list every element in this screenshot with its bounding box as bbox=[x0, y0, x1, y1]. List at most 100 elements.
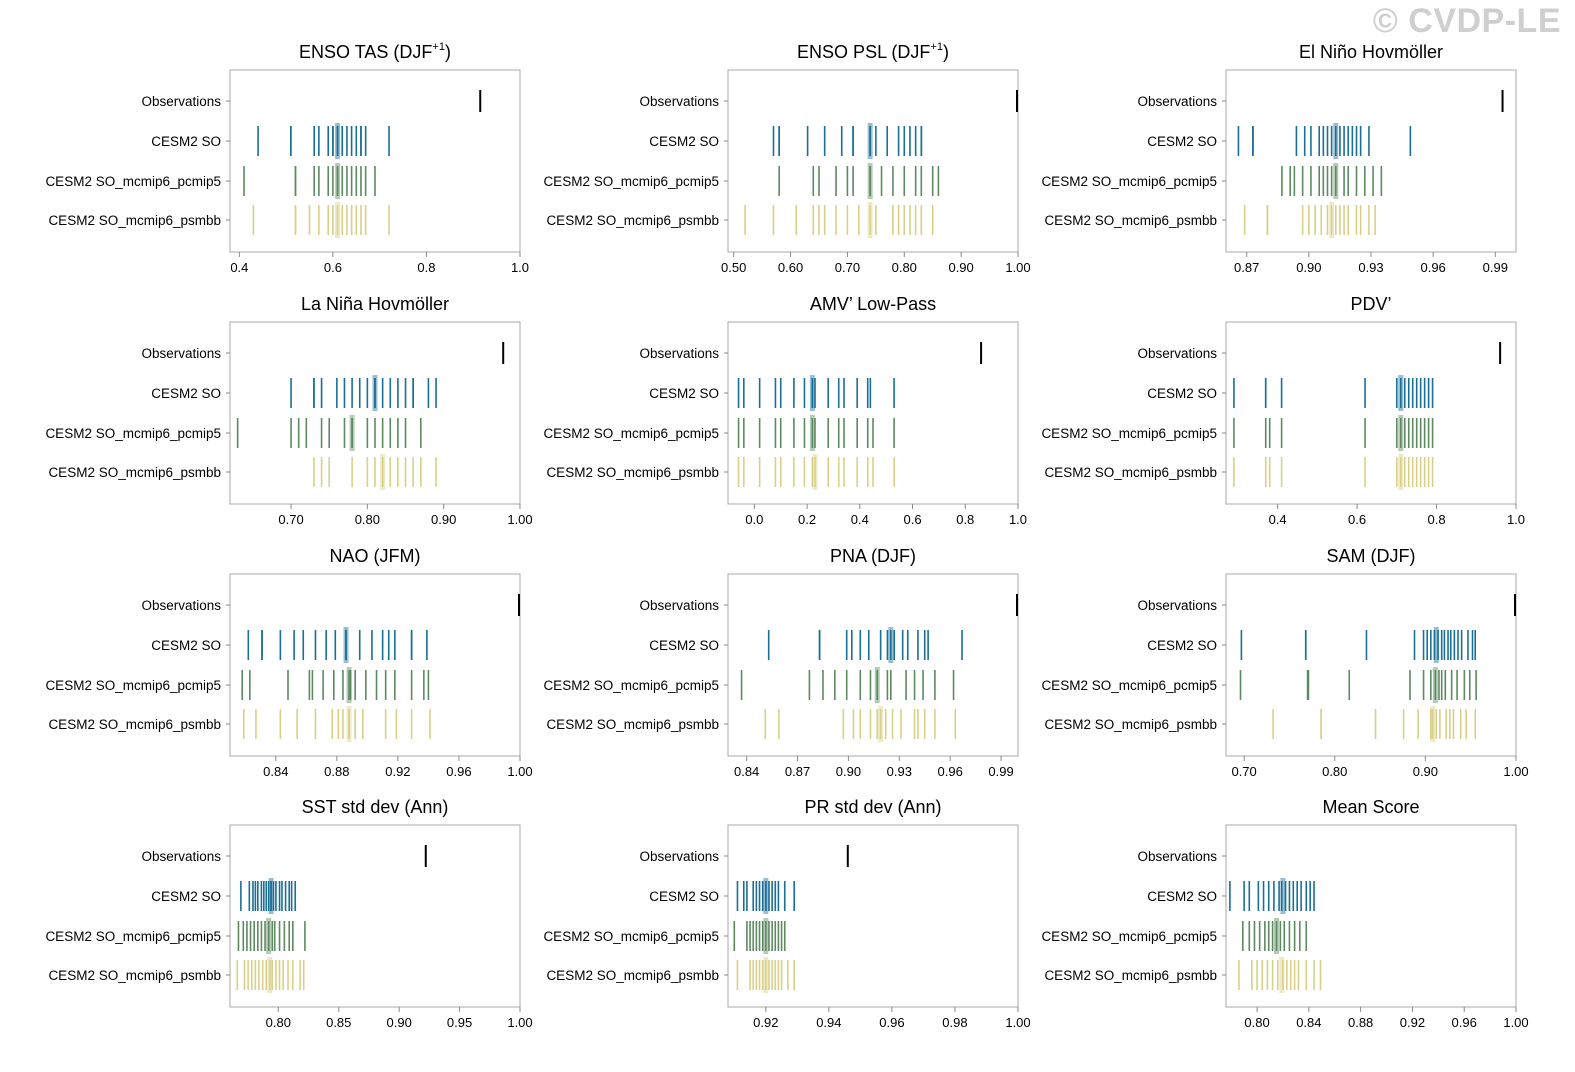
panel-sst-std-dev-ann: SST std dev (Ann) Observations CESM2 SO CES… bbox=[45, 797, 532, 1030]
panel-title: El Niño Hovmöller bbox=[1299, 42, 1443, 62]
x-tick-label: 0.99 bbox=[988, 764, 1013, 779]
x-tick-label: 0.4 bbox=[1269, 512, 1287, 527]
panel-el-ni-o-hovm-ller: El Niño Hovmöller Observations CESM2 SO CES… bbox=[1041, 42, 1517, 275]
x-tick-label: 0.90 bbox=[431, 512, 456, 527]
row-label-observations: Observations bbox=[639, 849, 719, 864]
row-label-observations: Observations bbox=[639, 598, 719, 613]
panel-la-ni-a-hovm-ller: La Niña Hovmöller Observations CESM2 SO CES… bbox=[45, 294, 532, 527]
row-label-cesm2-so: CESM2 SO bbox=[649, 386, 719, 401]
x-tick-label: 0.50 bbox=[721, 260, 746, 275]
x-tick-label: 0.8 bbox=[417, 260, 435, 275]
row-label-cesm2-so-mcmip6-pcmip5: CESM2 SO_mcmip6_pcmip5 bbox=[543, 678, 719, 693]
plot-frame bbox=[727, 573, 1019, 757]
x-tick-label: 1.0 bbox=[1507, 512, 1525, 527]
plot-frame bbox=[727, 321, 1019, 505]
row-label-cesm2-so-mcmip6-psmbb: CESM2 SO_mcmip6_psmbb bbox=[1044, 968, 1217, 983]
row-label-cesm2-so-mcmip6-psmbb: CESM2 SO_mcmip6_psmbb bbox=[546, 968, 719, 983]
row-label-cesm2-so-mcmip6-pcmip5: CESM2 SO_mcmip6_pcmip5 bbox=[543, 929, 719, 944]
x-tick-label: 0.90 bbox=[1413, 764, 1438, 779]
row-label-observations: Observations bbox=[141, 346, 221, 361]
panel-title: La Niña Hovmöller bbox=[301, 294, 449, 314]
x-tick-label: 0.6 bbox=[904, 512, 922, 527]
x-tick-label: 1.00 bbox=[1005, 1015, 1030, 1030]
x-tick-label: 1.00 bbox=[507, 512, 532, 527]
row-label-cesm2-so: CESM2 SO bbox=[151, 889, 221, 904]
x-tick-label: 0.2 bbox=[798, 512, 816, 527]
panel-title: Mean Score bbox=[1322, 797, 1419, 817]
row-label-cesm2-so-mcmip6-pcmip5: CESM2 SO_mcmip6_pcmip5 bbox=[45, 929, 221, 944]
x-tick-label: 0.80 bbox=[1244, 1015, 1269, 1030]
panel-title: PDV’ bbox=[1350, 294, 1391, 314]
row-label-cesm2-so-mcmip6-psmbb: CESM2 SO_mcmip6_psmbb bbox=[48, 717, 221, 732]
row-label-cesm2-so: CESM2 SO bbox=[1147, 638, 1217, 653]
panel-enso-tas-djf: ENSO TAS (DJF+1) Observations CESM2 SO CESM… bbox=[45, 41, 529, 275]
panel-title: ENSO TAS (DJF+1) bbox=[299, 41, 451, 62]
plot-frame bbox=[727, 69, 1019, 253]
row-label-cesm2-so: CESM2 SO bbox=[1147, 134, 1217, 149]
watermark: © CVDP-LE bbox=[1372, 2, 1561, 40]
x-tick-label: 0.90 bbox=[1296, 260, 1321, 275]
row-label-cesm2-so-mcmip6-psmbb: CESM2 SO_mcmip6_psmbb bbox=[1044, 717, 1217, 732]
panel-title: AMV’ Low-Pass bbox=[810, 294, 936, 314]
x-tick-label: 0.87 bbox=[785, 764, 810, 779]
row-label-cesm2-so: CESM2 SO bbox=[1147, 889, 1217, 904]
x-tick-label: 0.70 bbox=[1231, 764, 1256, 779]
panel-pna-djf: PNA (DJF) Observations CESM2 SO CESM2 SO_mc… bbox=[543, 546, 1019, 779]
x-tick-label: 0.84 bbox=[263, 764, 288, 779]
x-tick-label: 0.84 bbox=[734, 764, 759, 779]
row-label-observations: Observations bbox=[141, 849, 221, 864]
x-tick-label: 1.00 bbox=[1503, 1015, 1528, 1030]
x-tick-label: 1.0 bbox=[511, 260, 529, 275]
row-label-cesm2-so: CESM2 SO bbox=[151, 134, 221, 149]
x-tick-label: 0.80 bbox=[355, 512, 380, 527]
x-tick-label: 0.99 bbox=[1483, 260, 1508, 275]
x-tick-label: 0.88 bbox=[1348, 1015, 1373, 1030]
x-tick-label: 0.96 bbox=[879, 1015, 904, 1030]
x-tick-label: 0.93 bbox=[887, 764, 912, 779]
panel-sam-djf: SAM (DJF) Observations CESM2 SO CESM2 SO_mc… bbox=[1041, 546, 1528, 779]
row-label-cesm2-so: CESM2 SO bbox=[649, 889, 719, 904]
x-tick-label: 0.92 bbox=[385, 764, 410, 779]
plot-frame bbox=[1225, 824, 1517, 1008]
row-label-observations: Observations bbox=[1137, 94, 1217, 109]
row-label-cesm2-so-mcmip6-psmbb: CESM2 SO_mcmip6_psmbb bbox=[48, 968, 221, 983]
x-tick-label: 0.60 bbox=[778, 260, 803, 275]
x-tick-label: 0.96 bbox=[1452, 1015, 1477, 1030]
x-tick-label: 1.0 bbox=[1009, 512, 1027, 527]
x-tick-label: 0.95 bbox=[447, 1015, 472, 1030]
row-label-cesm2-so-mcmip6-pcmip5: CESM2 SO_mcmip6_pcmip5 bbox=[1041, 678, 1217, 693]
row-label-cesm2-so-mcmip6-pcmip5: CESM2 SO_mcmip6_pcmip5 bbox=[1041, 174, 1217, 189]
x-tick-label: 0.8 bbox=[1428, 512, 1446, 527]
row-label-observations: Observations bbox=[141, 598, 221, 613]
x-tick-label: 0.80 bbox=[892, 260, 917, 275]
x-tick-label: 0.70 bbox=[835, 260, 860, 275]
x-tick-label: 0.0 bbox=[745, 512, 763, 527]
row-label-observations: Observations bbox=[1137, 849, 1217, 864]
panel-nao-jfm: NAO (JFM) Observations CESM2 SO CESM2 SO_mc… bbox=[45, 546, 532, 779]
x-tick-label: 1.00 bbox=[1005, 260, 1030, 275]
panel-title: NAO (JFM) bbox=[330, 546, 421, 566]
panel-title: ENSO PSL (DJF+1) bbox=[797, 41, 949, 62]
plot-frame bbox=[229, 69, 521, 253]
row-label-cesm2-so: CESM2 SO bbox=[649, 638, 719, 653]
row-label-cesm2-so: CESM2 SO bbox=[151, 638, 221, 653]
x-tick-label: 0.96 bbox=[1420, 260, 1445, 275]
x-tick-label: 0.4 bbox=[230, 260, 248, 275]
x-tick-label: 0.88 bbox=[324, 764, 349, 779]
plot-frame bbox=[1225, 573, 1517, 757]
x-tick-label: 1.00 bbox=[507, 764, 532, 779]
row-label-observations: Observations bbox=[1137, 598, 1217, 613]
row-label-cesm2-so-mcmip6-pcmip5: CESM2 SO_mcmip6_pcmip5 bbox=[543, 174, 719, 189]
panel-pr-std-dev-ann: PR std dev (Ann) Observations CESM2 SO CESM… bbox=[543, 797, 1030, 1030]
panel-pdv: PDV’ Observations CESM2 SO CESM2 SO_mcmip6_… bbox=[1041, 294, 1525, 527]
x-tick-label: 0.94 bbox=[816, 1015, 841, 1030]
row-label-cesm2-so-mcmip6-psmbb: CESM2 SO_mcmip6_psmbb bbox=[48, 213, 221, 228]
x-tick-label: 0.96 bbox=[938, 764, 963, 779]
plot-frame bbox=[229, 573, 521, 757]
x-tick-label: 0.80 bbox=[1322, 764, 1347, 779]
x-tick-label: 0.92 bbox=[753, 1015, 778, 1030]
panel-title: PNA (DJF) bbox=[830, 546, 916, 566]
row-label-cesm2-so-mcmip6-pcmip5: CESM2 SO_mcmip6_pcmip5 bbox=[45, 426, 221, 441]
row-label-cesm2-so-mcmip6-psmbb: CESM2 SO_mcmip6_psmbb bbox=[1044, 465, 1217, 480]
